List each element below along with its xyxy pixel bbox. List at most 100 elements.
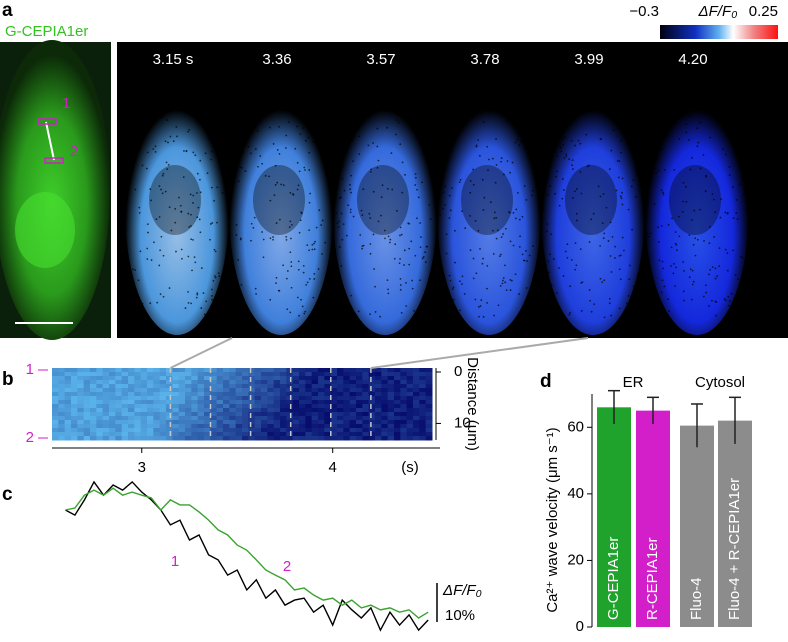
heatmap-cell <box>64 432 72 437</box>
speckle <box>172 140 175 143</box>
heatmap-cell <box>406 380 414 385</box>
speckle <box>727 295 730 298</box>
speckle <box>621 177 624 180</box>
speckle <box>495 163 498 166</box>
speckle <box>247 145 250 148</box>
heatmap-cell <box>242 436 249 441</box>
speckle <box>525 199 528 201</box>
heatmap-cell <box>394 388 401 393</box>
speckle <box>503 173 505 176</box>
speckle <box>423 318 426 321</box>
heatmap-cell <box>178 412 186 417</box>
speckle <box>636 284 638 287</box>
heatmap-cell <box>387 408 395 413</box>
heatmap-cell <box>267 368 275 373</box>
heatmap-cell <box>362 408 370 413</box>
speckle <box>720 198 722 201</box>
heatmap-cell <box>413 388 420 393</box>
speckle <box>401 161 404 164</box>
speckle <box>730 309 732 312</box>
speckle <box>424 251 427 253</box>
heatmap-cell <box>311 384 319 389</box>
speckle <box>376 166 379 169</box>
speckle <box>704 284 707 287</box>
heatmap-cell <box>362 432 370 437</box>
heatmap-cell <box>305 388 313 393</box>
heatmap-cell <box>299 380 306 385</box>
heatmap-cell <box>96 428 104 433</box>
heatmap-cell <box>368 428 376 433</box>
heatmap-cell <box>191 412 199 417</box>
heatmap-cell <box>96 396 104 401</box>
heatmap-cell <box>140 432 148 437</box>
y-label: Distance (μm) <box>464 357 481 451</box>
heatmap-cell <box>96 372 104 377</box>
heatmap-cell <box>337 372 344 377</box>
heatmap-cell <box>178 436 186 441</box>
heatmap-cell <box>178 416 186 421</box>
speckle <box>235 150 237 152</box>
speckle <box>555 170 558 173</box>
speckle <box>558 204 561 207</box>
heatmap-cell <box>311 428 319 433</box>
speckle <box>574 144 576 147</box>
heatmap-cell <box>273 420 281 425</box>
heatmap-cell <box>324 392 332 397</box>
heatmap-cell <box>425 432 433 437</box>
heatmap-cell <box>330 392 338 397</box>
heatmap-cell <box>305 368 313 373</box>
speckle <box>166 168 169 171</box>
heatmap-cell <box>178 376 186 381</box>
heatmap-cell <box>204 408 211 413</box>
heatmap-cell <box>394 424 401 429</box>
speckle <box>313 108 316 111</box>
speckle <box>276 181 279 184</box>
speckle <box>588 241 591 243</box>
heatmap-cell <box>140 412 148 417</box>
speckle <box>312 296 315 299</box>
speckle <box>623 249 625 252</box>
speckle <box>561 178 564 180</box>
speckle <box>158 216 161 218</box>
heatmap-cell <box>102 372 110 377</box>
heatmap-cell <box>406 372 414 377</box>
speckle <box>162 172 165 175</box>
heatmap-cell <box>52 380 59 385</box>
heatmap-cell <box>425 420 433 425</box>
heatmap-cell <box>52 388 59 393</box>
heatmap-cell <box>318 420 325 425</box>
heatmap-cell <box>413 424 420 429</box>
heatmap-cell <box>216 384 224 389</box>
heatmap-cell <box>223 424 230 429</box>
speckle <box>609 255 612 257</box>
heatmap-cell <box>229 412 237 417</box>
speckle <box>414 254 417 257</box>
heatmap-cell <box>216 372 224 377</box>
speckle <box>213 199 216 202</box>
heatmap-cell <box>406 376 414 381</box>
speckle <box>714 277 717 280</box>
speckle <box>546 223 549 226</box>
heatmap-cell <box>299 428 306 433</box>
heatmap-cell <box>280 392 287 397</box>
heatmap-cell <box>64 372 72 377</box>
heatmap-cell <box>362 412 370 417</box>
speckle <box>689 268 692 271</box>
heatmap-cell <box>172 432 180 437</box>
heatmap-cell <box>280 388 287 393</box>
heatmap-cell <box>52 436 59 441</box>
speckle <box>487 169 489 172</box>
heatmap-cell <box>286 416 294 421</box>
heatmap-cell <box>210 380 218 385</box>
speckle <box>562 144 565 146</box>
heatmap-cell <box>140 368 148 373</box>
speckle <box>290 223 293 226</box>
heatmap-cell <box>140 408 148 413</box>
speckle <box>194 261 197 264</box>
heatmap-cell <box>191 392 199 397</box>
heatmap-cell <box>381 368 389 373</box>
speckle <box>150 259 153 261</box>
heatmap-cell <box>77 424 85 429</box>
heatmap-cell <box>166 424 173 429</box>
heatmap-cell <box>318 424 325 429</box>
